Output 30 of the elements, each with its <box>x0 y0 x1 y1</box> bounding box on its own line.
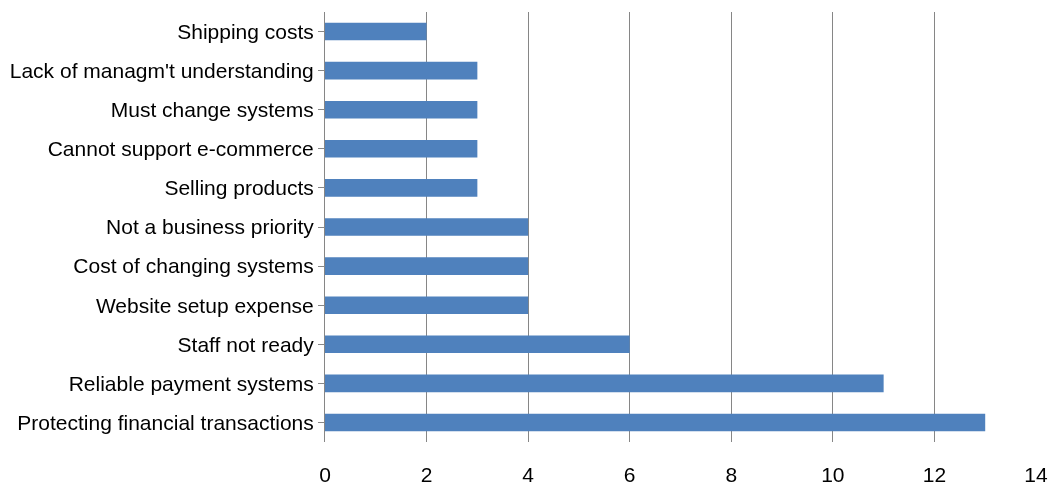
y-tick-label: Cannot support e-commerce <box>47 137 314 161</box>
x-tick-label: 10 <box>821 463 845 486</box>
y-tick-label: Must change systems <box>110 98 314 122</box>
y-tick-label: Protecting financial transactions <box>17 410 314 434</box>
bar <box>325 218 529 236</box>
bar <box>325 374 884 393</box>
bar <box>325 140 478 158</box>
y-tick-label: Not a business priority <box>106 215 315 239</box>
y-tick-label: Lack of managm't understanding <box>9 58 314 82</box>
x-tick-label: 14 <box>1024 463 1048 486</box>
x-tick-label: 4 <box>522 463 535 486</box>
bar <box>325 335 630 354</box>
bar <box>325 100 478 119</box>
bar <box>325 61 478 80</box>
y-tick-label: Website setup expense <box>95 293 314 317</box>
bar <box>325 22 427 41</box>
y-tick-label: Reliable payment systems <box>68 371 314 395</box>
y-tick-label: Staff not ready <box>177 332 315 356</box>
bar <box>325 179 478 197</box>
y-tick-label: Shipping costs <box>177 19 314 43</box>
bar <box>325 296 529 314</box>
y-tick-label: Cost of changing systems <box>73 254 314 278</box>
x-tick-label: 0 <box>319 463 331 486</box>
x-tick-label: 2 <box>420 463 433 486</box>
x-tick-label: 6 <box>623 463 636 486</box>
y-tick-label: Selling products <box>164 176 314 200</box>
bar <box>325 413 986 432</box>
x-tick-label: 8 <box>725 463 738 486</box>
bar <box>325 257 529 275</box>
x-tick-label: 12 <box>922 463 947 486</box>
